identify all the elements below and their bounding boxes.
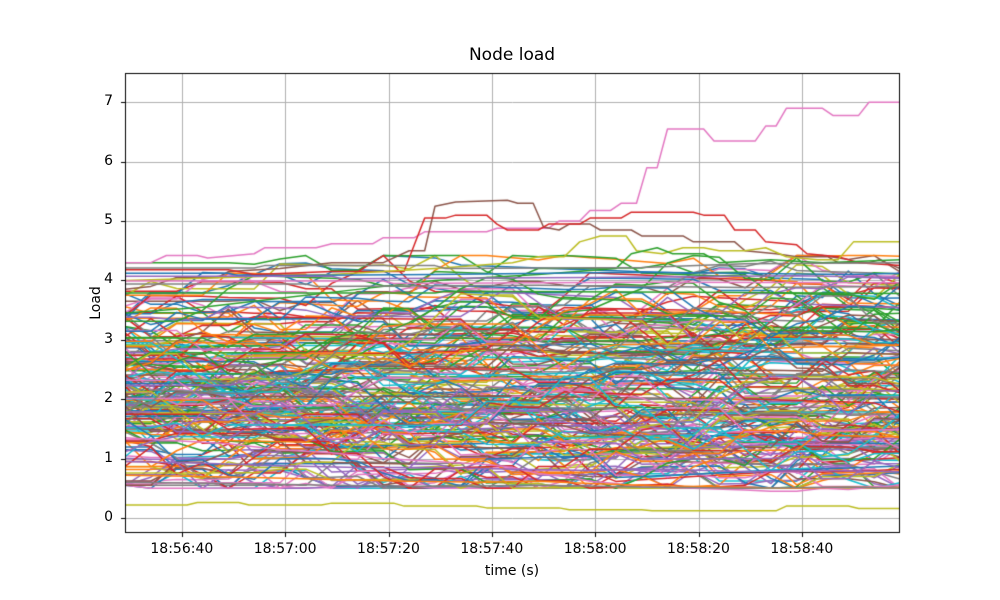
- y-axis-label: Load: [88, 286, 104, 320]
- x-tick-label: 18:56:40: [150, 541, 214, 557]
- x-tick-label: 18:57:40: [460, 541, 524, 557]
- chart-title: Node load: [468, 45, 556, 65]
- y-tick-label: 7: [104, 93, 113, 110]
- y-tick-label: 0: [104, 508, 113, 525]
- x-axis-label: time (s): [484, 563, 540, 579]
- x-tick-label: 18:58:20: [667, 541, 730, 557]
- y-tick-label: 5: [104, 212, 113, 229]
- y-tick-label: 6: [104, 152, 113, 169]
- x-tick-label: 18:57:00: [253, 541, 317, 557]
- x-tick-label: 18:58:00: [563, 541, 627, 557]
- y-tick-label: 3: [104, 330, 113, 347]
- y-tick-label: 2: [104, 390, 113, 407]
- x-tick-label: 18:57:20: [357, 541, 420, 557]
- x-tick-label: 18:58:40: [770, 541, 834, 557]
- y-tick-label: 4: [104, 271, 113, 288]
- y-tick-label: 1: [104, 449, 113, 466]
